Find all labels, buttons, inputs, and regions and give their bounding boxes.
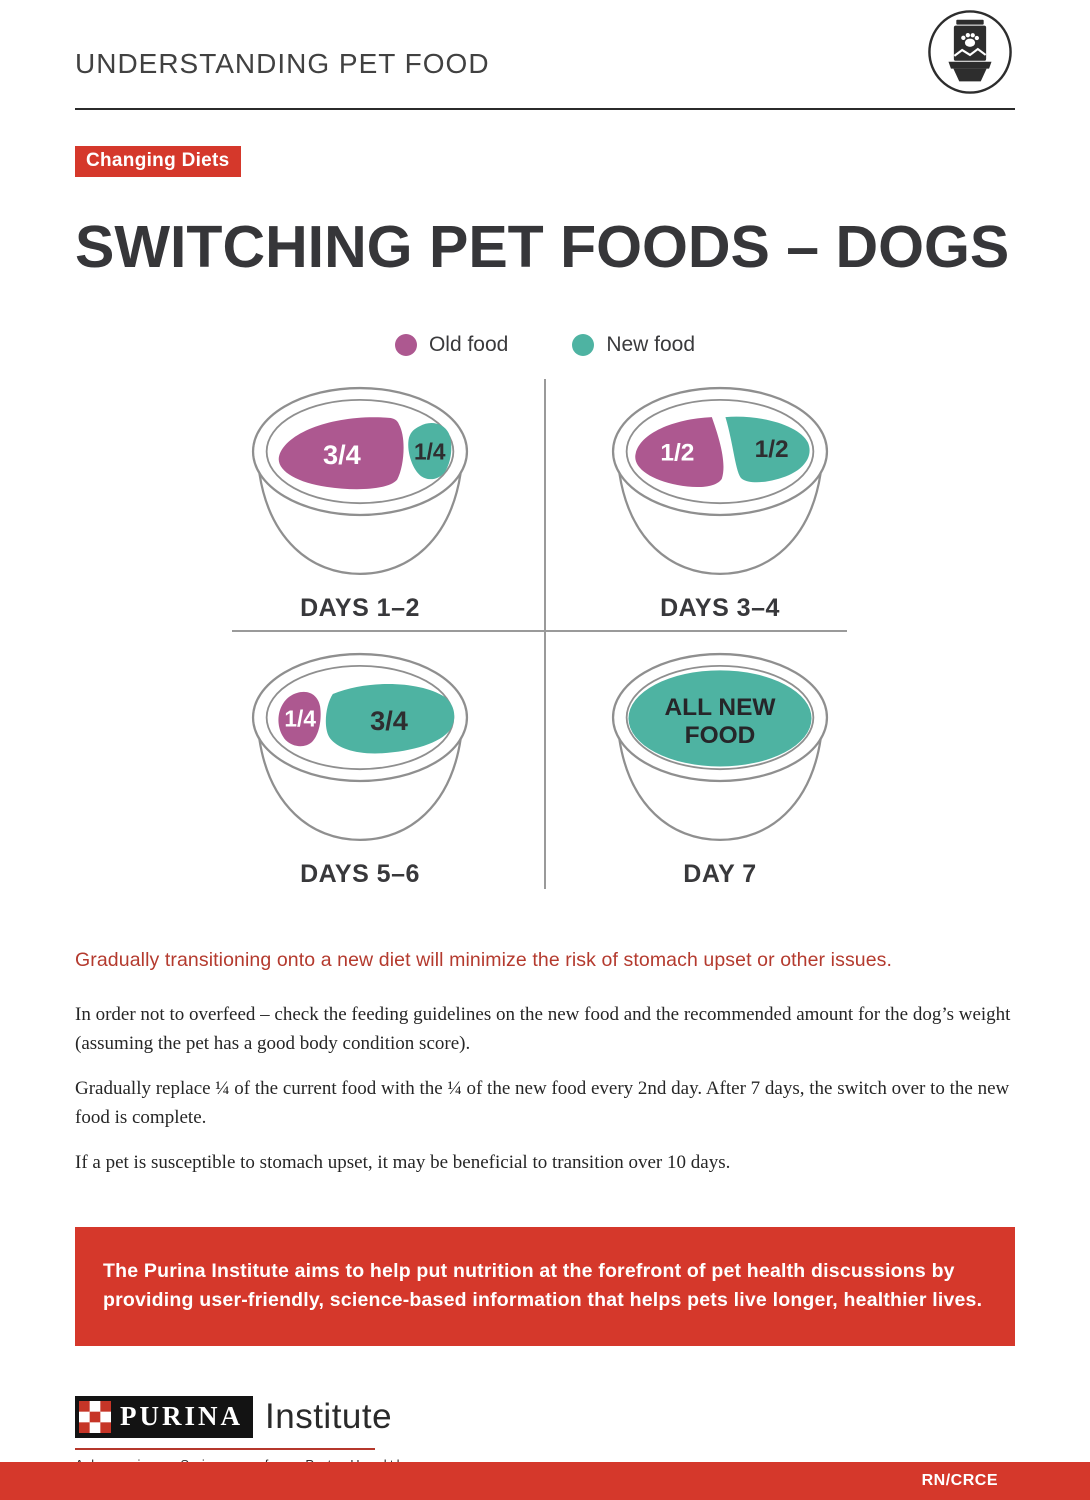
fraction-old-days-5-6: 1/4 bbox=[284, 706, 316, 732]
paragraph-replace: Gradually replace ¼ of the current food … bbox=[75, 1077, 1010, 1129]
bowl-label-days-1-2: DAYS 1–2 bbox=[300, 594, 420, 622]
purina-brand-text: PURINA bbox=[120, 1401, 243, 1432]
fraction-new-days-5-6: 3/4 bbox=[370, 705, 408, 736]
fraction-old-days-1-2: 3/4 bbox=[323, 439, 361, 470]
legend-old-label: Old food bbox=[428, 333, 509, 356]
bowl-day-7: ALL NEW FOOD DAY 7 bbox=[485, 631, 955, 893]
section-badge: Changing Diets bbox=[75, 146, 241, 177]
paragraph-susceptible: If a pet is susceptible to stomach upset… bbox=[75, 1151, 731, 1173]
fraction-old-days-3-4: 1/2 bbox=[660, 440, 694, 467]
purina-institute-callout: The Purina Institute aims to help put nu… bbox=[75, 1227, 1015, 1346]
page-header: UNDERSTANDING PET FOOD bbox=[0, 0, 1090, 108]
page-title: SWITCHING PET FOODS – DOGS bbox=[75, 214, 1010, 280]
purina-logo-box: PURINA bbox=[75, 1395, 253, 1438]
header-title: UNDERSTANDING PET FOOD bbox=[75, 48, 490, 79]
legend: Old food New food bbox=[0, 333, 1090, 357]
header-divider bbox=[75, 108, 1015, 110]
legend-new-label: New food bbox=[606, 333, 696, 356]
paragraph-overfeed: In order not to overfeed – check the fee… bbox=[75, 1004, 1011, 1055]
all-new-food-line-2: FOOD bbox=[685, 722, 756, 749]
bowl-diagram-grid: 3/4 1/4 DAYS 1–2 1/2 1/2 DAYS 3–4 bbox=[75, 379, 1015, 893]
grid-horizontal-divider bbox=[232, 630, 847, 632]
bowl-label-days-3-4: DAYS 3–4 bbox=[660, 594, 780, 622]
bowl-diagram-days-1-2: 3/4 1/4 bbox=[251, 386, 469, 576]
logo-underline bbox=[75, 1447, 375, 1450]
body-text: In order not to overfeed – check the fee… bbox=[75, 1000, 1015, 1177]
bowl-label-days-5-6: DAYS 5–6 bbox=[300, 860, 420, 888]
institute-text: Institute bbox=[265, 1396, 393, 1436]
bowl-diagram-day-7: ALL NEW FOOD bbox=[611, 652, 829, 842]
legend-item-old-food: Old food bbox=[394, 333, 509, 357]
pet-food-bag-and-bowl-icon bbox=[928, 10, 1012, 94]
bowl-days-3-4: 1/2 1/2 DAYS 3–4 bbox=[485, 379, 955, 631]
footer-code: RN/CRCE bbox=[921, 1472, 998, 1489]
transition-statement: Gradually transitioning onto a new diet … bbox=[75, 949, 893, 971]
new-food-dot-icon bbox=[572, 334, 595, 356]
grid-vertical-divider bbox=[544, 379, 546, 889]
old-food-dot-icon bbox=[394, 334, 417, 356]
footer-bar: RN/CRCE bbox=[0, 1462, 1090, 1500]
bowl-days-1-2: 3/4 1/4 DAYS 1–2 bbox=[125, 379, 595, 631]
all-new-food-line-1: ALL NEW bbox=[664, 694, 776, 721]
legend-item-new-food: New food bbox=[572, 333, 695, 357]
fraction-new-days-3-4: 1/2 bbox=[755, 436, 789, 463]
purina-institute-logo: PURINA Institute Advancing Science for P… bbox=[75, 1395, 404, 1472]
bowl-label-day-7: DAY 7 bbox=[683, 860, 757, 888]
bowl-days-5-6: 1/4 3/4 DAYS 5–6 bbox=[125, 631, 595, 893]
fraction-new-days-1-2: 1/4 bbox=[414, 439, 446, 465]
bowl-diagram-days-3-4: 1/2 1/2 bbox=[611, 386, 829, 576]
bowl-diagram-days-5-6: 1/4 3/4 bbox=[251, 652, 469, 842]
purina-checkerboard-icon bbox=[79, 1400, 111, 1433]
